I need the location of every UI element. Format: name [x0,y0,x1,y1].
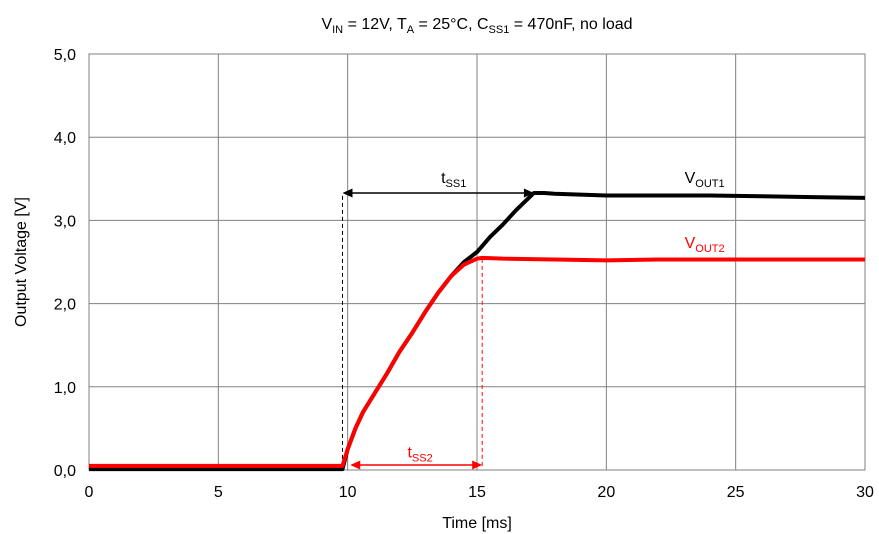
x-tick-label: 0 [85,484,94,501]
y-tick-label: 3,0 [54,213,76,230]
plot-area [88,53,866,471]
chart-title: VIN = 12V, TA = 25°C, CSS1 = 470nF, no l… [321,16,632,36]
series-line-2 [89,255,865,468]
title-part: A [407,24,415,36]
tss1-arrowhead-left [342,188,353,198]
y-tick-label: 1,0 [54,380,76,397]
tss2-label: tSS2 [407,445,432,465]
x-axis-label: Time [ms] [442,515,512,532]
series-group [89,190,866,472]
y-axis-label: Output Voltage [V] [13,197,30,327]
title-part: = 470nF, no load [509,16,632,33]
title-part: SS1 [489,24,510,36]
tss1-label: tSS1 [441,170,466,190]
x-tick-label: 20 [597,484,615,501]
y-tick-label: 5,0 [54,47,76,64]
series-labels: VOUT1 VOUT2 [685,170,725,255]
series-label-2: VOUT2 [685,235,725,255]
y-tick-label: 0,0 [54,463,76,480]
tss2-arrowhead-right [472,460,483,470]
guide-lines [341,192,483,466]
tss1-arrowhead-right [523,188,534,198]
title-part: = 12V, T [343,16,407,33]
y-tick-label: 4,0 [54,130,76,147]
title-part: = 25°C, C [414,16,488,33]
x-tick-label: 25 [727,484,745,501]
x-tick-label: 30 [856,484,874,501]
grid [88,53,866,471]
title-part: V [321,16,332,33]
y-axis-ticks: 0,0 1,0 2,0 3,0 4,0 5,0 [54,47,76,480]
series-label-1: VOUT1 [685,170,725,190]
y-tick-label: 2,0 [54,297,76,314]
x-axis-ticks: 0 5 10 15 20 25 30 [85,484,874,501]
x-tick-label: 15 [468,484,486,501]
tss2-arrowhead-left [350,460,361,470]
title-part: IN [332,24,343,36]
x-tick-label: 10 [339,484,357,501]
annotations: tSS1 tSS2 [342,170,534,470]
x-tick-label: 5 [214,484,223,501]
